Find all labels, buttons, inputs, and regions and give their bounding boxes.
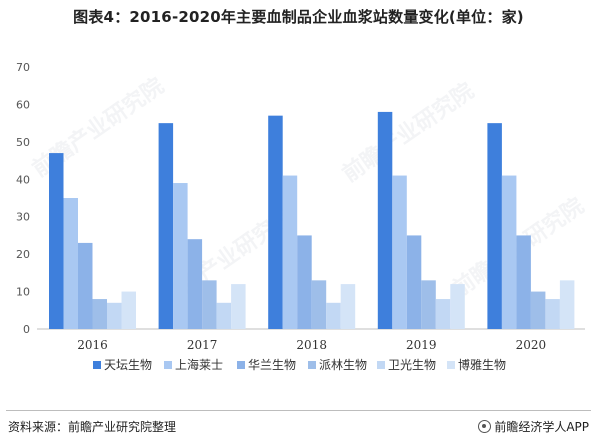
footer-brand: 前瞻经济学人APP (478, 418, 589, 435)
y-tick-label: 20 (16, 248, 30, 261)
qianzhan-logo-icon (478, 420, 492, 433)
legend-swatch (447, 361, 455, 369)
y-tick-label: 0 (23, 323, 30, 336)
bar-2018-华兰生物 (297, 235, 312, 329)
legend-label: 派林生物 (319, 358, 367, 372)
bar-2017-天坛生物 (158, 123, 174, 330)
page-title: 图表4：2016-2020年主要血制品企业血浆站数量变化(单位：家) (73, 8, 524, 26)
bar-2019-博雅生物 (450, 284, 465, 329)
bar-2016-华兰生物 (78, 242, 93, 329)
bar-2018-派林生物 (311, 280, 327, 329)
bar-2020-上海莱士 (501, 175, 517, 329)
bar-2018-上海莱士 (282, 175, 298, 329)
legend-swatch (237, 361, 245, 369)
x-tick-label: 2017 (187, 338, 218, 352)
bar-2019-派林生物 (421, 280, 436, 329)
bar-2018-卫光生物 (326, 302, 341, 329)
bar-2018-博雅生物 (340, 284, 356, 329)
y-tick-label: 70 (16, 61, 30, 74)
legend-label: 上海莱士 (175, 357, 223, 372)
y-tick-label: 60 (16, 98, 30, 111)
bar-2019-上海莱士 (392, 175, 407, 329)
bar-2017-上海莱士 (173, 183, 188, 329)
y-tick-label: 40 (16, 173, 30, 186)
bar-2017-卫光生物 (216, 302, 232, 329)
bar-2016-派林生物 (92, 299, 107, 329)
bar-2017-博雅生物 (231, 284, 246, 329)
legend-swatch (164, 361, 172, 369)
footer-divider (6, 410, 591, 411)
bar-2016-卫光生物 (107, 302, 122, 329)
bar-2016-上海莱士 (63, 198, 78, 329)
bar-2017-派林生物 (202, 280, 217, 329)
bar-2018-天坛生物 (268, 115, 283, 330)
x-tick-label: 2016 (77, 338, 108, 352)
y-tick-label: 30 (16, 211, 30, 224)
legend-label: 天坛生物 (104, 358, 152, 372)
legend-label: 博雅生物 (458, 357, 506, 372)
bar-2016-博雅生物 (121, 291, 136, 329)
legend-swatch (93, 361, 101, 369)
bar-2016-天坛生物 (49, 153, 64, 329)
bar-2020-派林生物 (530, 291, 546, 329)
x-tick-label: 2018 (296, 338, 327, 352)
bar-2020-卫光生物 (545, 299, 560, 329)
bar-2019-华兰生物 (406, 235, 422, 329)
bar-2017-华兰生物 (187, 239, 203, 329)
x-tick-label: 2019 (406, 338, 437, 352)
bar-chart: 0 10 20 30 40 50 60 70 2016 2017 2018 2019 2020 天坛生物 上… (16, 61, 585, 372)
bar-2020-华兰生物 (516, 235, 531, 329)
bar-2020-天坛生物 (487, 123, 502, 330)
footer-source: 资料来源：前瞻产业研究院整理 (8, 420, 177, 434)
x-tick-label: 2020 (516, 338, 547, 352)
legend-label: 华兰生物 (248, 358, 296, 372)
bar-2019-天坛生物 (377, 111, 393, 330)
bar-2020-博雅生物 (559, 280, 575, 329)
footer-brand-label: 前瞻经济学人APP (494, 420, 589, 434)
bar-2019-卫光生物 (435, 299, 451, 329)
legend-label: 卫光生物 (388, 358, 436, 372)
legend-swatch (377, 361, 385, 369)
y-tick-label: 10 (16, 286, 30, 299)
y-tick-label: 50 (16, 136, 30, 149)
legend-swatch (308, 361, 316, 369)
